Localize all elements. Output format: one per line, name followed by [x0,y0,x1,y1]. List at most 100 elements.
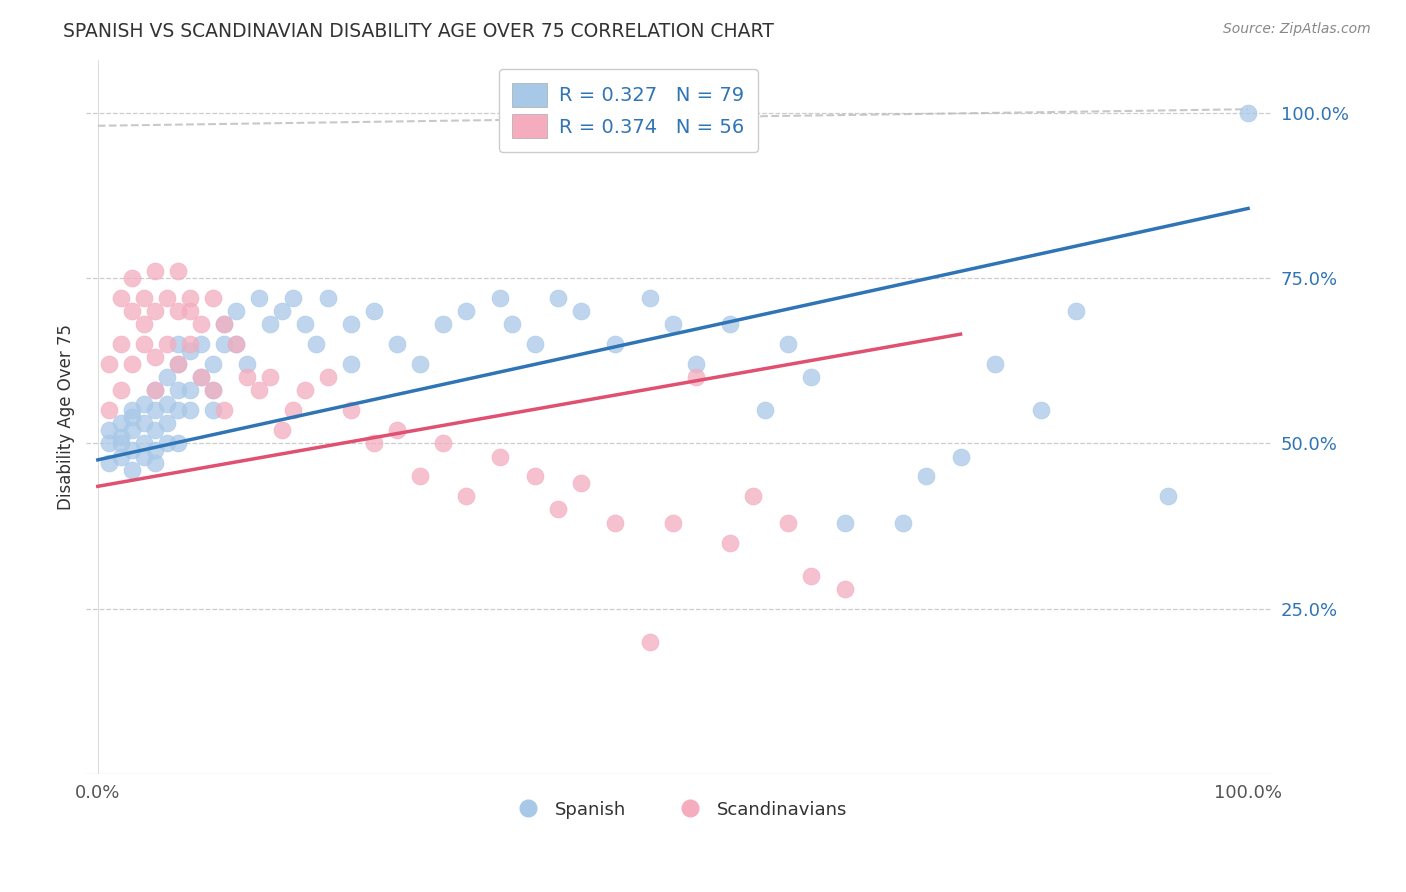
Point [800,370,823,384]
Point [179,384,201,398]
Point [685,370,707,384]
Point [270,304,292,318]
Point [179,291,201,305]
Point [685,357,707,371]
Point [143,351,166,365]
Point [236,370,259,384]
Point [121,403,143,417]
Point [662,516,685,530]
Point [259,317,281,331]
Point [605,516,627,530]
Point [638,291,661,305]
Point [167,384,190,398]
Point [569,304,592,318]
Point [201,403,224,417]
Point [110,384,132,398]
Point [190,337,212,351]
Point [201,384,224,398]
Point [179,403,201,417]
Point [132,436,155,450]
Point [214,337,236,351]
Point [949,450,972,464]
Point [121,357,143,371]
Point [121,304,143,318]
Point [143,264,166,278]
Point [132,291,155,305]
Point [121,463,143,477]
Point [915,469,938,483]
Point [489,450,512,464]
Point [143,304,166,318]
Point [132,397,155,411]
Point [225,337,247,351]
Text: SPANISH VS SCANDINAVIAN DISABILITY AGE OVER 75 CORRELATION CHART: SPANISH VS SCANDINAVIAN DISABILITY AGE O… [63,22,775,41]
Point [132,417,155,431]
Point [742,489,765,503]
Point [121,271,143,285]
Point [363,436,385,450]
Point [638,635,661,649]
Point [1029,403,1052,417]
Point [110,417,132,431]
Point [98,357,121,371]
Point [143,442,166,457]
Point [214,317,236,331]
Point [121,423,143,437]
Point [110,291,132,305]
Point [156,291,179,305]
Point [225,304,247,318]
Point [179,304,201,318]
Point [143,423,166,437]
Point [605,337,627,351]
Point [110,337,132,351]
Point [98,456,121,470]
Point [523,469,546,483]
Point [132,317,155,331]
Point [167,264,190,278]
Point [1237,105,1260,120]
Point [132,450,155,464]
Point [247,384,270,398]
Point [776,337,799,351]
Point [98,436,121,450]
Point [167,357,190,371]
Point [305,337,328,351]
Point [270,423,292,437]
Point [143,384,166,398]
Point [1156,489,1178,503]
Point [385,423,408,437]
Point [98,423,121,437]
Point [294,384,316,398]
Point [143,456,166,470]
Point [432,436,454,450]
Point [283,403,305,417]
Point [167,403,190,417]
Point [340,357,363,371]
Point [432,317,454,331]
Point [121,442,143,457]
Point [190,317,212,331]
Point [316,291,339,305]
Point [409,469,432,483]
Point [385,337,408,351]
Point [547,291,569,305]
Point [776,516,799,530]
Point [167,337,190,351]
Point [454,489,477,503]
Point [132,337,155,351]
Point [662,317,685,331]
Point [409,357,432,371]
Point [720,535,742,549]
Point [800,568,823,582]
Point [190,370,212,384]
Point [110,430,132,444]
Point [720,317,742,331]
Point [236,357,259,371]
Point [110,436,132,450]
Point [834,582,856,596]
Point [225,337,247,351]
Point [454,304,477,318]
Point [201,291,224,305]
Point [569,476,592,491]
Point [143,384,166,398]
